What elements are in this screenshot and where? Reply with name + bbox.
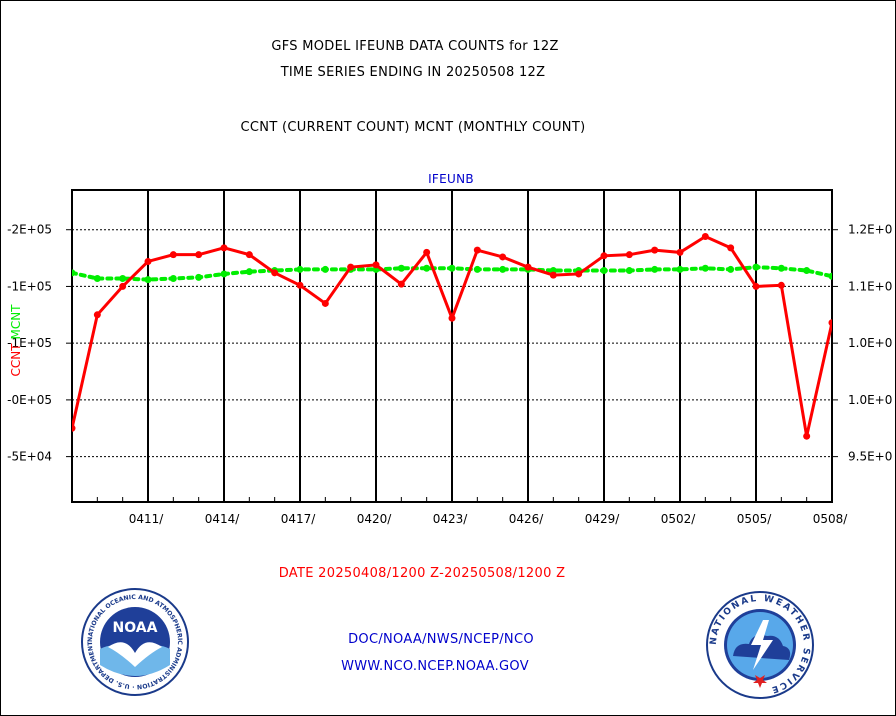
right-tick-label: 1.0E+0 [848,393,892,407]
point-mcnt [220,270,228,278]
point-ccnt [600,252,608,260]
left-tick-label: -5E+04 [7,450,52,464]
point-mcnt [676,265,684,273]
point-ccnt [296,281,304,289]
point-ccnt [676,248,684,256]
point-ccnt [423,248,431,256]
chart-title-line3: CCNT (CURRENT COUNT) MCNT (MONTHLY COUNT… [240,120,586,135]
x-tick-label: 0502/ [661,512,697,526]
point-mcnt [600,267,608,275]
point-ccnt [372,261,380,269]
point-ccnt [803,432,811,440]
point-mcnt [144,276,152,284]
point-mcnt [397,264,405,272]
point-ccnt [727,244,735,252]
point-mcnt [448,264,456,272]
point-ccnt [524,263,532,271]
point-mcnt [93,274,101,282]
point-mcnt [169,274,177,282]
noaa-logo: NATIONAL OCEANIC AND ATMOSPHERIC ADMINIS… [80,587,189,696]
y-axis-label-ccnt: CCNT [9,343,23,377]
point-ccnt [473,246,481,254]
point-ccnt [271,269,279,277]
website-link[interactable]: WWW.NCO.NCEP.NOAA.GOV [341,659,529,674]
point-mcnt [499,265,507,273]
point-ccnt [347,263,355,271]
x-tick-label: 0508/ [813,512,849,526]
point-ccnt [651,246,659,254]
point-ccnt [575,270,583,278]
chart-title-line1: GFS MODEL IFEUNB DATA COUNTS for 12Z [271,39,559,54]
point-mcnt [473,265,481,273]
x-tick-label: 0429/ [585,512,621,526]
x-tick-label: 0411/ [129,512,165,526]
chart-title-line2: TIME SERIES ENDING IN 20250508 12Z [280,65,546,80]
point-ccnt [499,253,507,261]
point-ccnt [195,251,203,259]
point-mcnt [828,272,832,280]
point-mcnt [803,267,811,275]
point-ccnt [397,280,405,288]
point-mcnt [752,263,760,271]
point-mcnt [651,265,659,273]
point-mcnt [119,274,127,282]
point-mcnt [321,265,329,273]
x-tick-label: 0423/ [433,512,469,526]
point-ccnt [701,233,709,241]
nws-logo: NATIONAL WEATHER SERVICE [706,591,814,699]
point-ccnt [828,319,832,327]
point-ccnt [72,424,76,432]
point-ccnt [625,251,633,259]
point-ccnt [220,244,228,252]
point-mcnt [72,269,76,277]
point-mcnt [195,273,203,281]
point-mcnt [701,264,709,272]
plot-title: IFEUNB [428,172,474,186]
x-tick-label: 0417/ [281,512,317,526]
x-tick-label: 0505/ [737,512,773,526]
point-mcnt [423,264,431,272]
point-mcnt [245,268,253,276]
right-tick-label: 1.2E+0 [848,223,892,237]
left-tick-label: -1E+05 [7,336,52,350]
point-ccnt [448,314,456,322]
right-tick-label: 9.5E+0 [848,450,892,464]
x-tick-label: 0420/ [357,512,393,526]
point-mcnt [727,265,735,273]
point-ccnt [777,281,785,289]
point-ccnt [119,282,127,290]
point-mcnt [296,265,304,273]
point-ccnt [169,251,177,259]
point-ccnt [93,311,101,319]
x-tick-label: 0414/ [205,512,241,526]
left-tick-label: -2E+05 [7,223,52,237]
y-axis-label-mcnt: MCNT [9,304,23,340]
x-tick-label: 0426/ [509,512,545,526]
right-tick-label: 1.0E+0 [848,336,892,350]
point-mcnt [777,264,785,272]
point-ccnt [321,299,329,307]
point-ccnt [245,251,253,259]
point-mcnt [625,267,633,275]
point-ccnt [549,271,557,279]
org-path-text: DOC/NOAA/NWS/NCEP/NCO [348,632,534,647]
left-tick-label: -0E+05 [7,393,52,407]
date-range-label: DATE 20250408/1200 Z-20250508/1200 Z [278,566,566,581]
left-tick-label: -1E+05 [7,279,52,293]
point-ccnt [752,282,760,290]
noaa-logo-text: NOAA [113,620,158,636]
point-ccnt [144,257,152,265]
right-tick-label: 1.1E+0 [848,279,892,293]
